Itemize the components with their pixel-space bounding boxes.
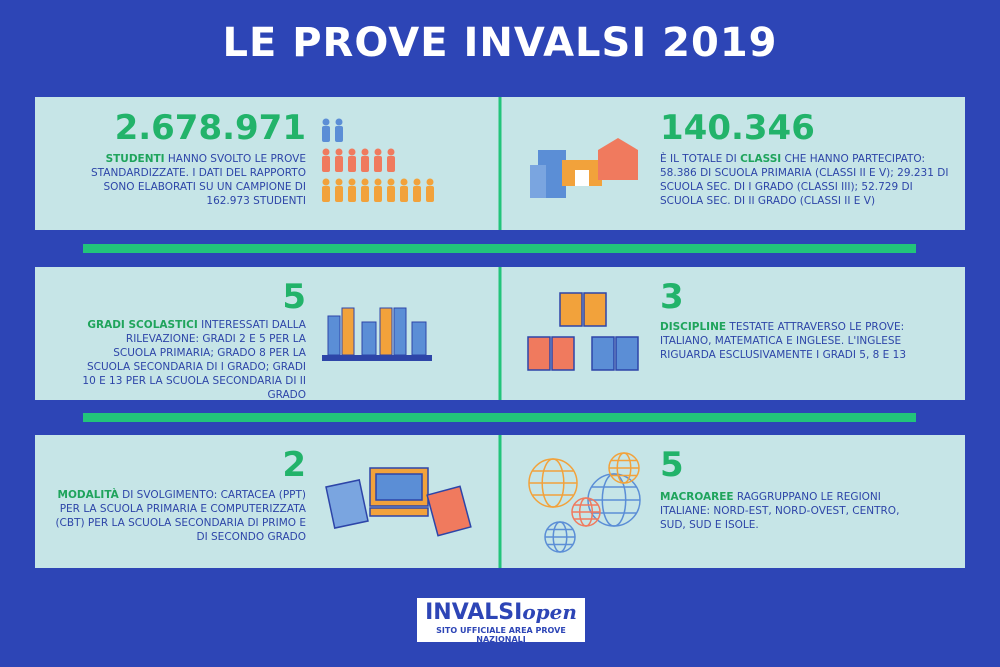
logo-suffix: open [522, 600, 577, 624]
person-head [361, 148, 369, 156]
open-books-icon [527, 292, 639, 371]
logo: INVALSIopen SITO UFFICIALE AREA PROVE NA… [417, 598, 585, 644]
description: DI SVOLGIMENTO: CARTACEA (PPT) PER LA SC… [55, 489, 306, 543]
highlight: CLASSI [740, 153, 782, 165]
person-body [374, 186, 382, 202]
person-head [322, 178, 330, 186]
highlight: GRADI SCOLASTICI [87, 319, 198, 331]
description: TESTATE ATTRAVERSO LE PROVE: ITALIANO, M… [660, 321, 906, 361]
books-icon [322, 307, 432, 361]
person-head [322, 118, 330, 126]
person-body [348, 186, 356, 202]
highlight: MODALITÀ [57, 489, 119, 501]
panel-number: 5 [282, 277, 306, 317]
panel-text: È IL TOTALE DI CLASSI CHE HANNO PARTECIP… [660, 152, 950, 208]
person-head [413, 178, 421, 186]
person-body [322, 126, 330, 142]
person-head [322, 148, 330, 156]
person-body [322, 156, 330, 172]
person-body [387, 156, 395, 172]
panel-text: STUDENTI HANNO SVOLTO LE PROVE STANDARDI… [80, 152, 306, 208]
person-head [335, 178, 343, 186]
panel-number: 2.678.971 [114, 108, 306, 148]
people-icon [322, 118, 434, 202]
panel-number: 3 [660, 277, 684, 317]
computer-icon [325, 467, 472, 537]
person-head [335, 118, 343, 126]
logo-tagline: SITO UFFICIALE AREA PROVE NAZIONALI [436, 626, 566, 644]
bar [83, 413, 916, 422]
person-head [335, 148, 343, 156]
panel-number: 5 [660, 445, 684, 485]
person-head [374, 178, 382, 186]
description: RAGGRUPPANO LE REGIONI ITALIANE: NORD-ES… [660, 491, 900, 531]
highlight: MACROAREE [660, 491, 734, 503]
person-head [400, 178, 408, 186]
person-body [322, 186, 330, 202]
person-body [426, 186, 434, 202]
description: HANNO SVOLTO LE PROVE STANDARDIZZATE. I … [91, 153, 306, 207]
person-head [348, 178, 356, 186]
person-head [426, 178, 434, 186]
person-body [335, 156, 343, 172]
panel-text: DISCIPLINE TESTATE ATTRAVERSO LE PROVE: … [660, 320, 910, 362]
person-body [413, 186, 421, 202]
person-head [361, 178, 369, 186]
person-head [387, 178, 395, 186]
buildings-icon [530, 138, 638, 198]
panel-text: MODALITÀ DI SVOLGIMENTO: CARTACEA (PPT) … [44, 488, 306, 544]
panel-text: GRADI SCOLASTICI INTERESSATI DALLA RILEV… [80, 318, 306, 402]
person-body [374, 156, 382, 172]
logo-name: INVALSI [425, 600, 523, 625]
highlight: DISCIPLINE [660, 321, 727, 333]
person-body [335, 126, 343, 142]
highlight: STUDENTI [105, 153, 165, 165]
description: INTERESSATI DALLA RILEVAZIONE: GRADI 2 E… [82, 319, 306, 401]
person-body [387, 186, 395, 202]
person-body [361, 156, 369, 172]
panel-text: MACROAREE RAGGRUPPANO LE REGIONI ITALIAN… [660, 490, 900, 532]
description: CHE HANNO PARTECIPATO: 58.386 DI SCUOLA … [660, 153, 949, 207]
bar [83, 244, 916, 253]
person-body [335, 186, 343, 202]
globes-icon [528, 452, 641, 553]
prefix: È IL TOTALE DI [660, 153, 737, 165]
panel-number: 2 [282, 445, 306, 485]
person-body [400, 186, 408, 202]
person-head [387, 148, 395, 156]
person-head [374, 148, 382, 156]
person-body [361, 186, 369, 202]
panel-number: 140.346 [660, 108, 815, 148]
person-head [348, 148, 356, 156]
title: LE PROVE INVALSI 2019 [222, 20, 778, 66]
person-body [348, 156, 356, 172]
